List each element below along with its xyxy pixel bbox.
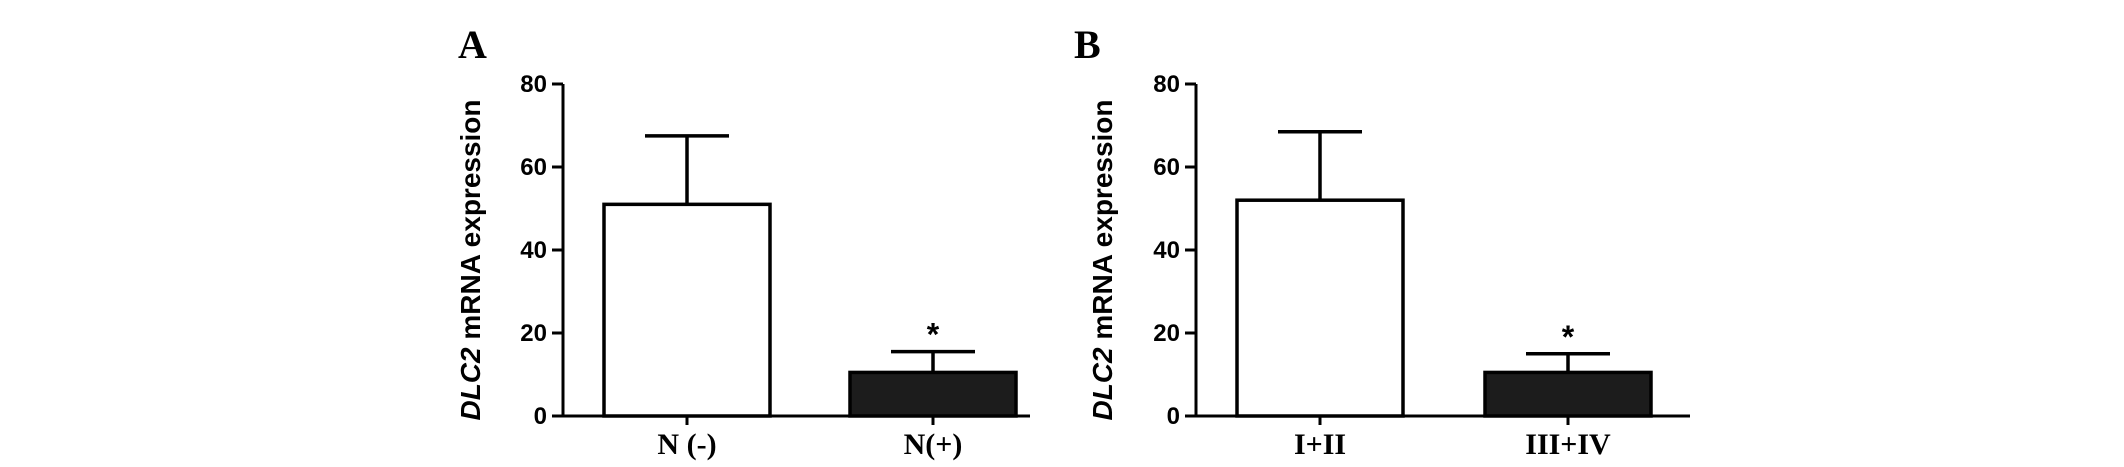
y-axis-label-text: mRNA expression — [455, 99, 486, 347]
y-tick-label: 0 — [534, 403, 547, 430]
bar-0 — [1235, 198, 1405, 418]
chart-panel-b: B 0 20 40 60 80 DLC2 mRNA expression I+II * III+I… — [1074, 22, 1690, 461]
y-tick-label: 20 — [520, 320, 547, 347]
y-tick-label: 80 — [520, 71, 547, 98]
chart-panel-a: A 0 20 40 60 80 DLC2 mRNA expression N (-) * N(+) — [455, 22, 1030, 461]
y-tick-label: 0 — [1167, 403, 1180, 430]
y-tick-label: 80 — [1153, 71, 1180, 98]
y-axis-label-gene: DLC2 — [1087, 347, 1118, 421]
y-axis-label-gene: DLC2 — [455, 347, 486, 421]
bar-1 — [1483, 370, 1653, 418]
category-label: I+II — [1294, 428, 1346, 461]
y-tick-label: 40 — [1153, 237, 1180, 264]
panel-letter: B — [1074, 22, 1101, 67]
y-tick-label: 60 — [1153, 154, 1180, 181]
y-axis-label-text: mRNA expression — [1087, 99, 1118, 347]
panel-letter: A — [458, 22, 487, 67]
y-tick-label: 20 — [1153, 320, 1180, 347]
y-tick-label: 60 — [520, 154, 547, 181]
bar-1 — [848, 370, 1018, 418]
bar-0 — [602, 202, 772, 418]
y-tick-label: 40 — [520, 237, 547, 264]
y-axis-label: DLC2 mRNA expression — [455, 99, 486, 420]
category-label: N (-) — [657, 428, 716, 461]
y-axis-label: DLC2 mRNA expression — [1087, 99, 1118, 420]
category-label: N(+) — [904, 428, 963, 461]
significance-marker: * — [1562, 319, 1575, 355]
category-label: III+IV — [1525, 428, 1611, 461]
significance-marker: * — [927, 317, 940, 353]
